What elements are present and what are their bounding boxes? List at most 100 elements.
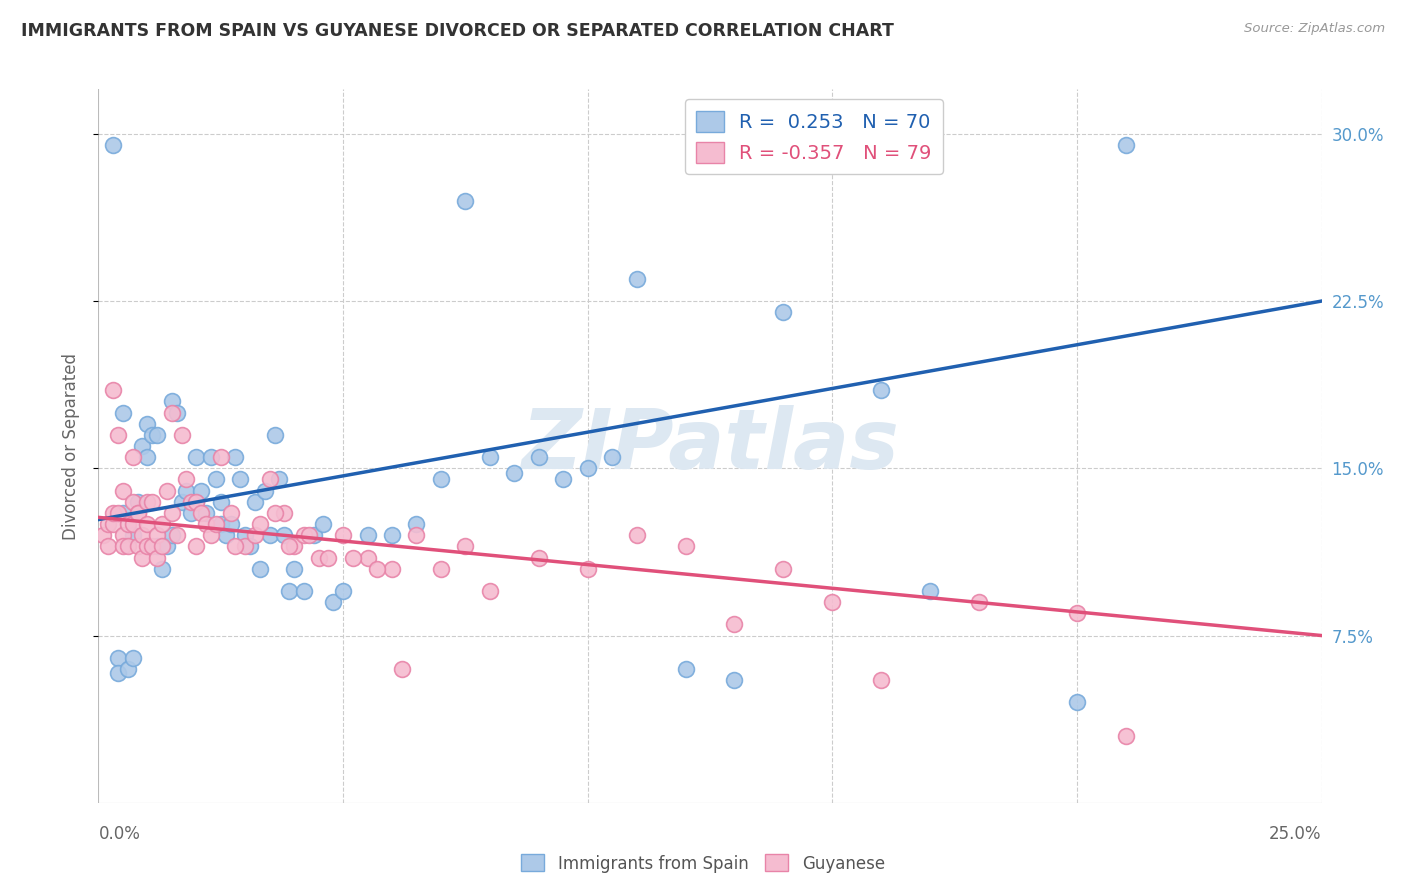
Point <box>166 528 188 542</box>
Point <box>170 494 193 508</box>
Point <box>430 473 453 487</box>
Point <box>141 494 163 508</box>
Point <box>136 417 159 431</box>
Point <box>101 384 124 398</box>
Point <box>101 506 124 520</box>
Y-axis label: Divorced or Separated: Divorced or Separated <box>62 352 80 540</box>
Point <box>454 539 477 553</box>
Point <box>821 595 844 609</box>
Point <box>478 583 501 598</box>
Point <box>186 494 208 508</box>
Point <box>127 539 149 553</box>
Point <box>1115 729 1137 743</box>
Point <box>117 517 139 532</box>
Point <box>107 506 129 520</box>
Point <box>190 506 212 520</box>
Point <box>205 473 228 487</box>
Point <box>675 539 697 553</box>
Point <box>219 506 242 520</box>
Point <box>121 450 143 465</box>
Point <box>97 539 120 553</box>
Point <box>170 427 193 442</box>
Point <box>263 506 285 520</box>
Point <box>332 583 354 598</box>
Point <box>176 483 198 498</box>
Point <box>576 562 599 576</box>
Point <box>101 517 124 532</box>
Point <box>405 528 427 542</box>
Point <box>117 662 139 676</box>
Point <box>503 466 526 480</box>
Point <box>186 494 208 508</box>
Point <box>278 539 301 553</box>
Point <box>626 271 648 285</box>
Point <box>283 539 305 553</box>
Point <box>233 539 256 553</box>
Point <box>180 494 202 508</box>
Point <box>1115 138 1137 153</box>
Point <box>209 517 232 532</box>
Point <box>200 528 222 542</box>
Point <box>111 506 134 520</box>
Point <box>160 506 183 520</box>
Text: 0.0%: 0.0% <box>98 825 141 843</box>
Point <box>308 550 330 565</box>
Point <box>243 494 266 508</box>
Point <box>127 506 149 520</box>
Point <box>723 673 745 687</box>
Point <box>553 473 575 487</box>
Point <box>190 483 212 498</box>
Point <box>146 528 169 542</box>
Point <box>209 494 232 508</box>
Point <box>967 595 990 609</box>
Point <box>150 539 173 553</box>
Point <box>391 662 413 676</box>
Point <box>366 562 388 576</box>
Point <box>224 539 246 553</box>
Point <box>626 528 648 542</box>
Point <box>97 517 120 532</box>
Point <box>1066 607 1088 621</box>
Point <box>430 562 453 576</box>
Point <box>249 517 271 532</box>
Point <box>121 494 143 508</box>
Point <box>156 483 179 498</box>
Point <box>1066 696 1088 710</box>
Point <box>160 528 183 542</box>
Text: 25.0%: 25.0% <box>1270 825 1322 843</box>
Text: ZIPatlas: ZIPatlas <box>522 406 898 486</box>
Point <box>166 405 188 420</box>
Point <box>576 461 599 475</box>
Point <box>243 528 266 542</box>
Point <box>180 506 202 520</box>
Point <box>121 528 143 542</box>
Point <box>332 528 354 542</box>
Point <box>259 528 281 542</box>
Point <box>870 384 893 398</box>
Legend: Immigrants from Spain, Guyanese: Immigrants from Spain, Guyanese <box>515 847 891 880</box>
Point <box>224 450 246 465</box>
Point <box>405 517 427 532</box>
Point <box>283 562 305 576</box>
Point <box>249 562 271 576</box>
Point <box>136 517 159 532</box>
Point <box>229 473 252 487</box>
Point <box>381 562 404 576</box>
Point <box>195 506 218 520</box>
Point <box>278 583 301 598</box>
Point <box>233 528 256 542</box>
Point <box>214 528 236 542</box>
Point <box>219 517 242 532</box>
Point <box>136 539 159 553</box>
Point <box>141 427 163 442</box>
Point <box>176 473 198 487</box>
Point <box>600 450 623 465</box>
Point <box>146 427 169 442</box>
Point <box>527 550 550 565</box>
Point <box>269 473 291 487</box>
Point <box>150 562 173 576</box>
Point <box>117 539 139 553</box>
Point <box>292 528 315 542</box>
Point <box>107 666 129 681</box>
Point <box>156 539 179 553</box>
